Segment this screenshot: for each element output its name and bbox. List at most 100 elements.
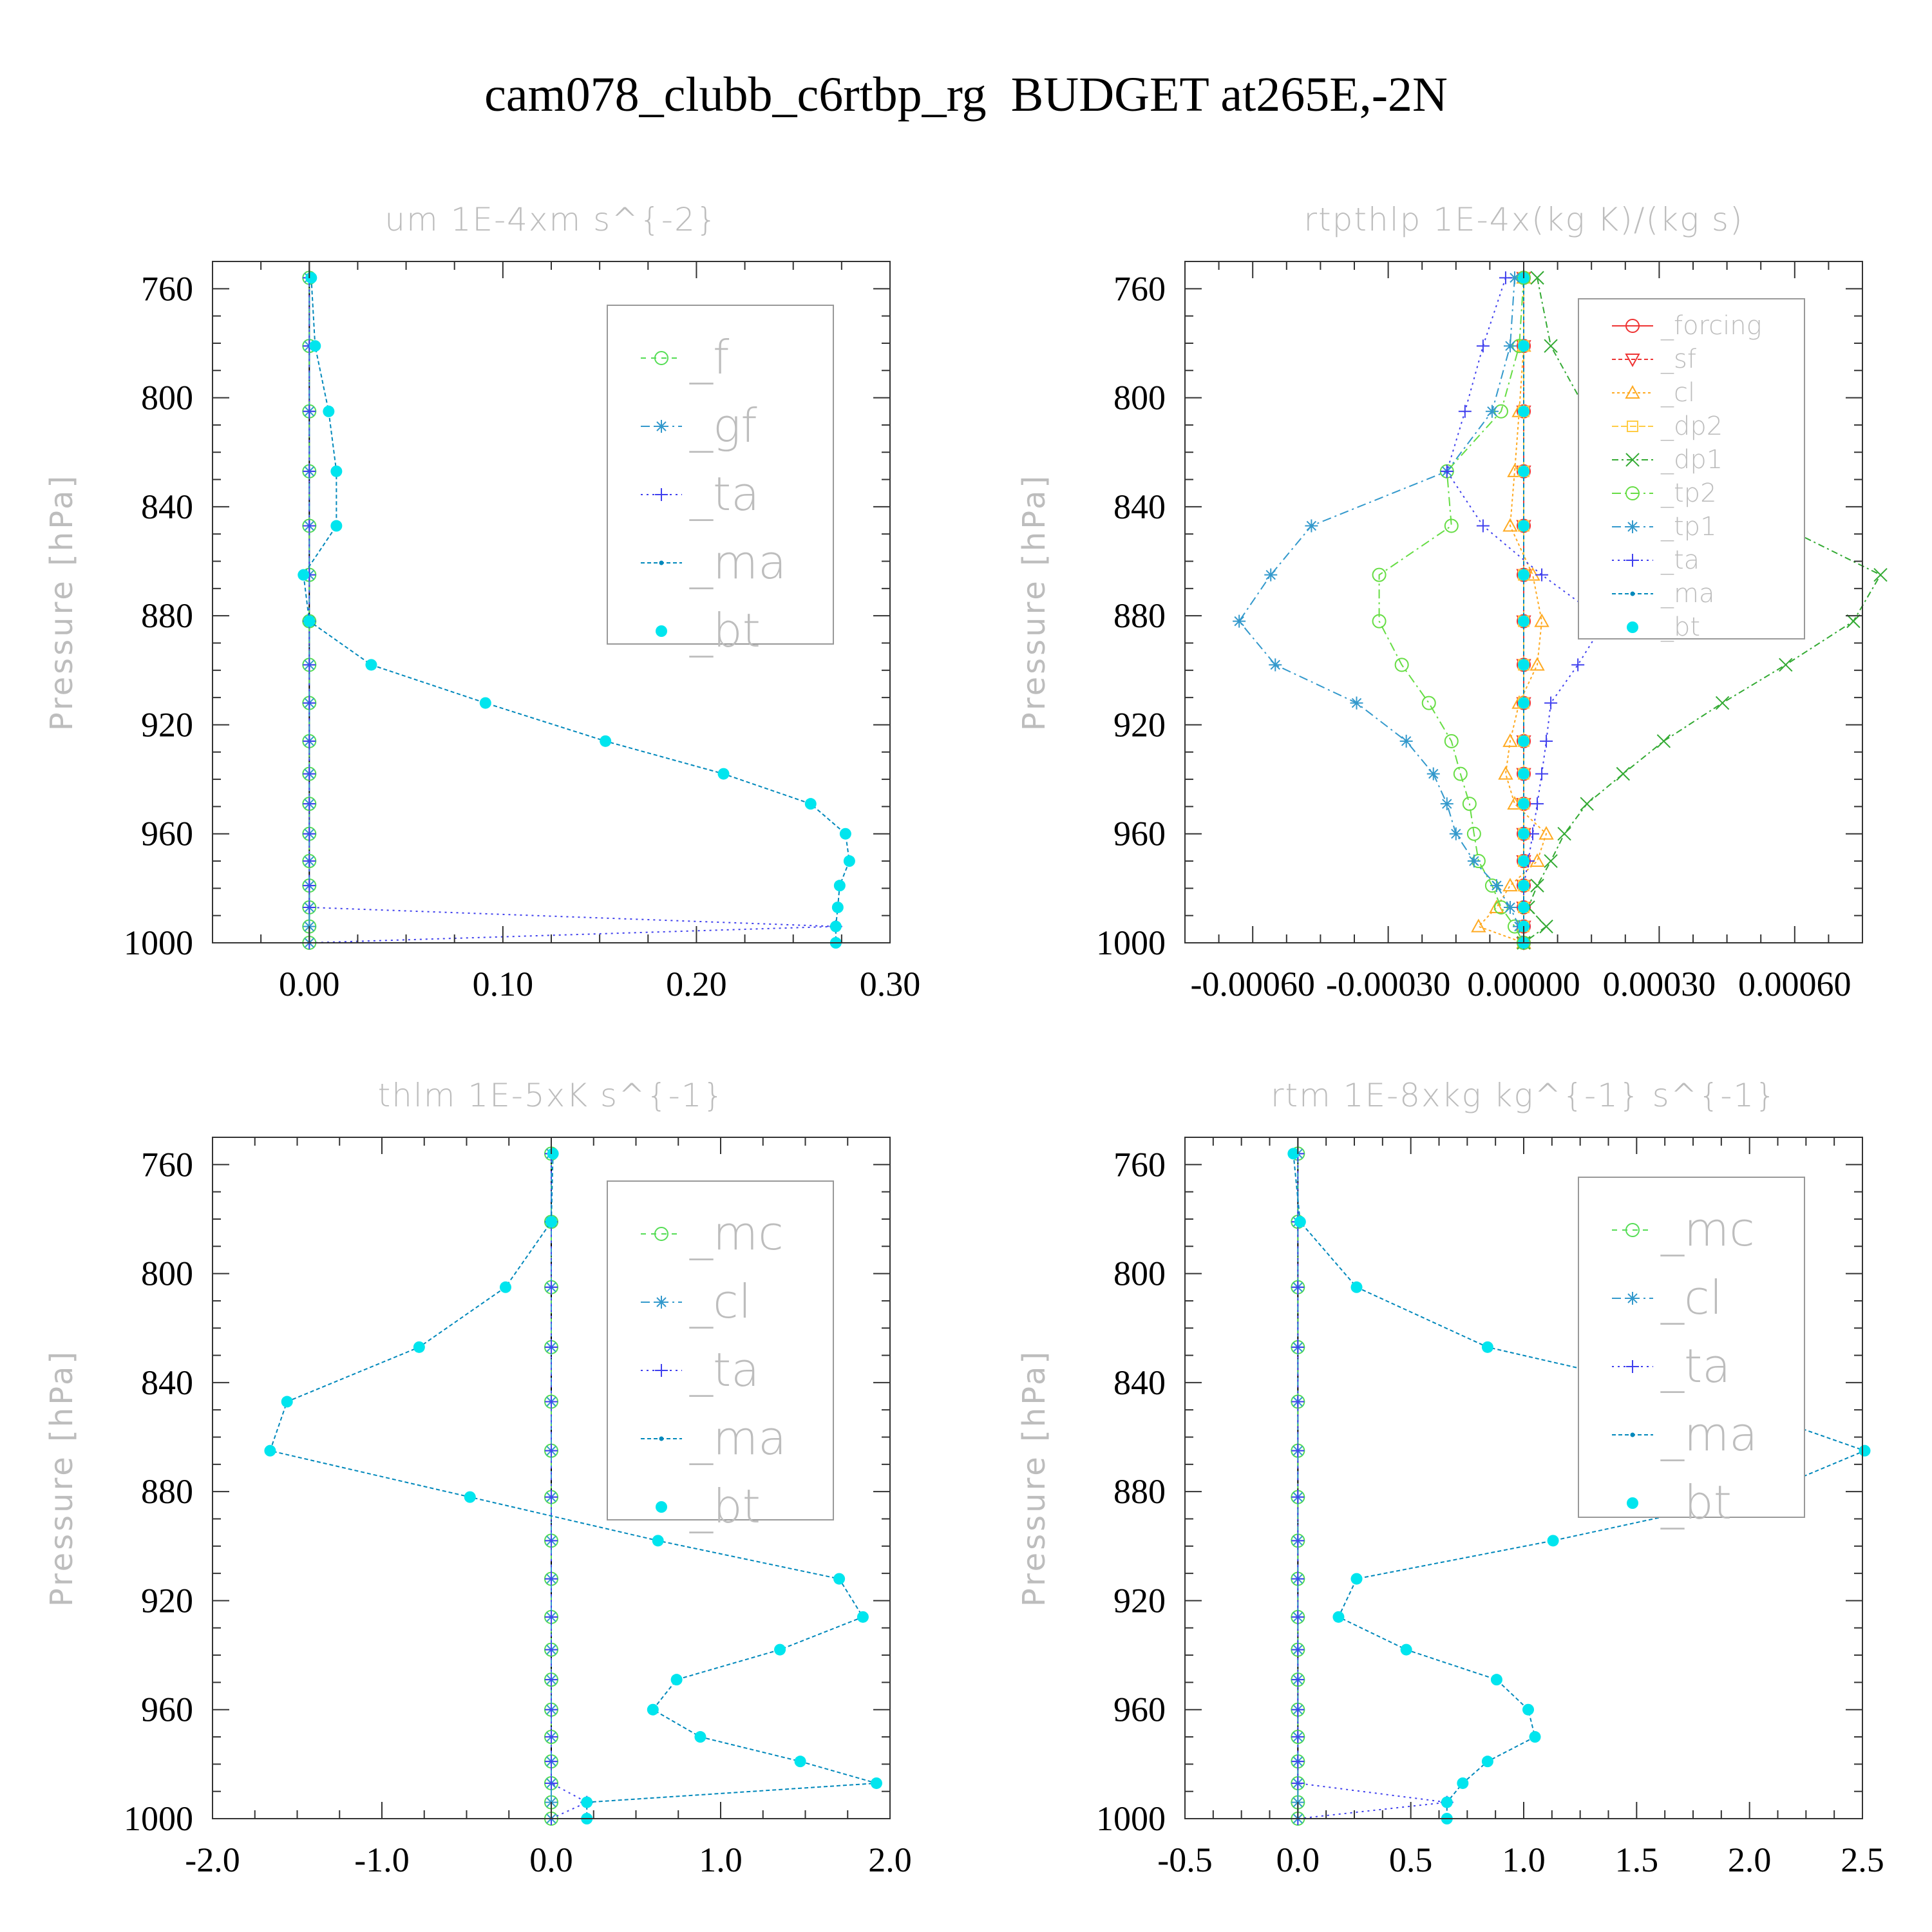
legend-item: _gf [641, 399, 757, 453]
data-point [545, 1395, 558, 1408]
x-tick-label: 2.5 [1841, 1841, 1884, 1879]
legend-box [607, 305, 834, 645]
data-point [545, 1216, 557, 1228]
data-point [1291, 1490, 1305, 1504]
data-point [1400, 1643, 1412, 1656]
data-point [1846, 614, 1861, 629]
legend-marker [654, 351, 668, 365]
data-point [1499, 271, 1512, 285]
data-point [1462, 797, 1477, 811]
data-point [1372, 614, 1387, 629]
series-line [1297, 1153, 1447, 1819]
data-point [717, 768, 730, 780]
data-point [1547, 1535, 1559, 1547]
data-point [1481, 1756, 1493, 1768]
data-point [365, 659, 377, 671]
legend-item: _f [641, 330, 730, 384]
data-point [1453, 766, 1468, 781]
data-point [1305, 519, 1318, 533]
legend-label: _tp2 [1660, 478, 1717, 508]
data-point [1502, 878, 1518, 892]
y-tick-label: 1000 [1096, 1799, 1166, 1838]
data-point [1441, 1796, 1453, 1808]
data-point [1457, 1777, 1469, 1789]
x-tick-label: 0.0 [529, 1841, 573, 1879]
data-point [1291, 1395, 1305, 1408]
legend-label: _ma [689, 1411, 786, 1465]
data-point [1535, 568, 1549, 582]
panel-title: rtpthlp 1E-4x(kg K)/(kg s) [1304, 201, 1744, 238]
data-point [545, 1643, 558, 1656]
x-tick-label: 0.30 [860, 965, 921, 1003]
data-point [1508, 271, 1521, 285]
data-point [1539, 826, 1554, 840]
legend-marker [1626, 520, 1639, 533]
x-tick-label: 2.0 [1728, 1841, 1772, 1879]
data-point [1779, 658, 1793, 672]
data-point [1518, 697, 1530, 709]
data-point [833, 880, 846, 892]
y-tick-label: 920 [141, 705, 193, 744]
legend-marker [1627, 1497, 1638, 1509]
series-tp2 [1372, 270, 1531, 950]
y-tick-label: 800 [1113, 1255, 1166, 1293]
y-tick-label: 880 [141, 1472, 193, 1511]
legend-marker [1630, 1432, 1635, 1437]
legend-label: _bt [1660, 612, 1700, 642]
x-tick-label: 1.0 [1502, 1841, 1546, 1879]
data-point [545, 1444, 558, 1457]
data-point [1522, 1703, 1535, 1716]
series-line [1523, 278, 1882, 943]
data-point [1444, 518, 1459, 533]
data-point [499, 1281, 511, 1293]
x-tick-label: 0.00000 [1467, 965, 1580, 1003]
data-point [1518, 520, 1530, 532]
data-point [1539, 919, 1553, 934]
legend-label: _ta [1660, 1339, 1730, 1393]
legend-item: _bt [1627, 612, 1700, 642]
data-point [303, 879, 316, 893]
legend-marker [1630, 591, 1635, 596]
data-point [1616, 766, 1630, 781]
data-point [1518, 615, 1530, 627]
legend: _mc _cl _ta _ma _bt [1578, 1177, 1805, 1530]
data-point [1350, 1573, 1363, 1585]
legend-marker [1627, 421, 1638, 432]
data-point [1233, 614, 1246, 628]
y-tick-label: 760 [141, 269, 193, 308]
legend-item: _cl [641, 1274, 752, 1329]
legend-marker [1625, 486, 1640, 500]
data-point [843, 855, 855, 867]
data-point [1518, 735, 1530, 747]
data-point [1502, 518, 1518, 532]
y-tick-label: 800 [141, 379, 193, 417]
y-axis-label: Pressure [hPa] [44, 1349, 80, 1607]
legend-label: _ta [689, 1343, 759, 1397]
series-line [1477, 278, 1548, 943]
data-point [1291, 1444, 1305, 1457]
x-tick-label: 0.00030 [1603, 965, 1716, 1003]
data-point [1498, 766, 1513, 780]
data-point [1291, 1673, 1305, 1687]
data-point [1399, 734, 1413, 748]
data-point [1540, 734, 1553, 748]
data-point [323, 405, 335, 417]
data-point [600, 735, 612, 747]
panel-title: um 1E-4xm s^{-2} [384, 201, 717, 238]
data-point [545, 1703, 558, 1716]
data-point [303, 464, 316, 478]
data-point [281, 1396, 293, 1408]
y-tick-label: 920 [1113, 705, 1166, 744]
data-point [1518, 855, 1530, 867]
data-point [303, 900, 316, 914]
data-point [303, 767, 316, 781]
legend-item: _mc [641, 1206, 784, 1260]
legend-item: _dp1 [1612, 445, 1723, 475]
chart-panel-1: um 1E-4xm s^{-2} Pressure [hPa] 760 800 840 8… [44, 201, 920, 1003]
figure-title: cam078_clubb_c6rtbp_rg BUDGET at265E,-2N [484, 68, 1448, 122]
data-point [1518, 901, 1530, 913]
legend: _f _gf _ta _ma _bt [607, 305, 834, 658]
legend-marker [654, 1227, 668, 1241]
data-point [1467, 855, 1481, 868]
